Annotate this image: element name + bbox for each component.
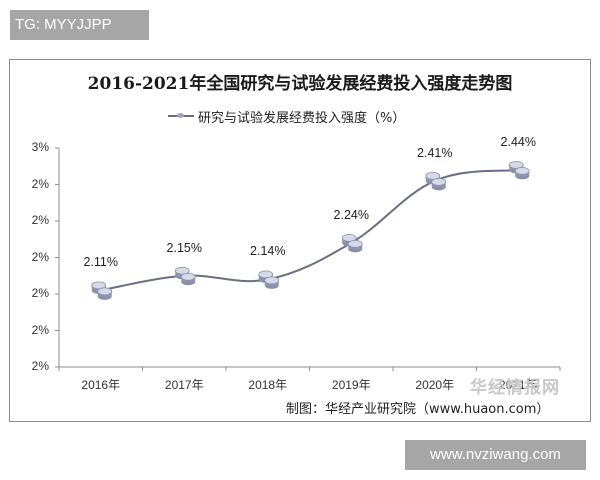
data-point-marker-icon (258, 270, 280, 289)
x-tick-label: 2020年 (415, 378, 455, 392)
data-label: 2.11% (83, 255, 118, 270)
y-tick-label: 2% (31, 249, 49, 264)
x-tick-label: 2016年 (81, 378, 121, 392)
data-label: 2.41% (417, 145, 453, 160)
y-tick-label: 2% (31, 286, 49, 300)
watermark-logo: 华经情报网 (470, 378, 560, 398)
watermark-tag-bottom: www.nvziwang.com (405, 440, 586, 470)
y-tick-label: 2% (31, 322, 49, 337)
x-tick-label: 2018年 (248, 378, 288, 392)
chart-frame (9, 59, 591, 422)
chart-legend: 研究与试验发展经费投入强度（%） (168, 106, 405, 126)
y-tick-label: 2% (31, 176, 49, 191)
x-tick-label: 2017年 (164, 378, 204, 392)
chart-source: 制图：华经产业研究院（www.huaon.com） (286, 402, 550, 417)
x-tick-label: 2019年 (331, 378, 371, 392)
y-tick-label: 2% (31, 213, 49, 227)
data-point-marker-icon (341, 233, 363, 253)
chart-title: 2016-2021年全国研究与试验发展经费投入强度走势图 (87, 74, 513, 94)
data-label: 2.44% (500, 134, 536, 149)
data-point-marker-icon (425, 171, 447, 191)
y-tick-label: 2% (31, 359, 49, 373)
data-point-marker-icon (508, 160, 530, 180)
data-point-marker-icon (174, 266, 196, 286)
data-label: 2.15% (166, 240, 202, 255)
watermark-tag-top: TG: MYYJJPP (10, 10, 149, 40)
data-label: 2.24% (333, 207, 369, 222)
legend-label: 研究与试验发展经费投入强度（%） (198, 110, 406, 126)
y-tick-label: 3% (31, 140, 49, 154)
data-point-marker-icon (91, 281, 113, 300)
x-tick-label: 2021年 (498, 378, 538, 392)
legend-line-marker-icon (168, 113, 194, 118)
data-label: 2.14% (250, 244, 286, 259)
